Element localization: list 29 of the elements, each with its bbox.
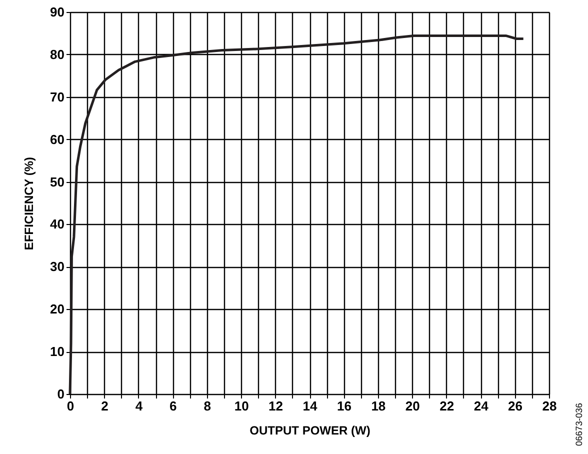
y-axis-title: EFFICIENCY (%) bbox=[22, 156, 36, 250]
x-tick-label: 26 bbox=[508, 398, 523, 414]
x-tick-label: 18 bbox=[371, 398, 386, 414]
text: 06673-036 bbox=[574, 402, 584, 446]
y-tick-label: 70 bbox=[50, 89, 64, 104]
x-tick-label: 2 bbox=[101, 398, 108, 414]
x-tick-label: 12 bbox=[268, 398, 284, 414]
x-tick-label: 24 bbox=[474, 398, 490, 414]
x-tick-label: 20 bbox=[405, 398, 420, 414]
y-tick-label: 20 bbox=[50, 302, 64, 317]
y-tick-label: 0 bbox=[57, 386, 64, 402]
x-tick-label: 10 bbox=[234, 398, 249, 414]
line-series bbox=[68, 34, 525, 396]
y-tick-label: 30 bbox=[50, 259, 64, 274]
y-tick-label: 50 bbox=[50, 174, 64, 190]
x-tick-label: 28 bbox=[542, 398, 557, 414]
x-axis-title: OUTPUT POWER (W) bbox=[250, 424, 370, 438]
x-tick-label: 8 bbox=[204, 398, 211, 414]
y-tick-label: 40 bbox=[50, 216, 64, 232]
y-tick-label: 90 bbox=[50, 4, 64, 20]
y-tick-label: 10 bbox=[50, 344, 64, 360]
y-tick-label: 80 bbox=[50, 46, 64, 62]
x-tick-label: 4 bbox=[135, 398, 144, 414]
x-tick-label: 6 bbox=[170, 398, 177, 414]
y-tick-label: 60 bbox=[50, 132, 64, 147]
x-tick-label: 14 bbox=[302, 398, 318, 414]
x-tick-label: 0 bbox=[66, 398, 74, 414]
x-tick-label: 16 bbox=[336, 398, 352, 414]
x-tick-label: 22 bbox=[440, 398, 454, 414]
